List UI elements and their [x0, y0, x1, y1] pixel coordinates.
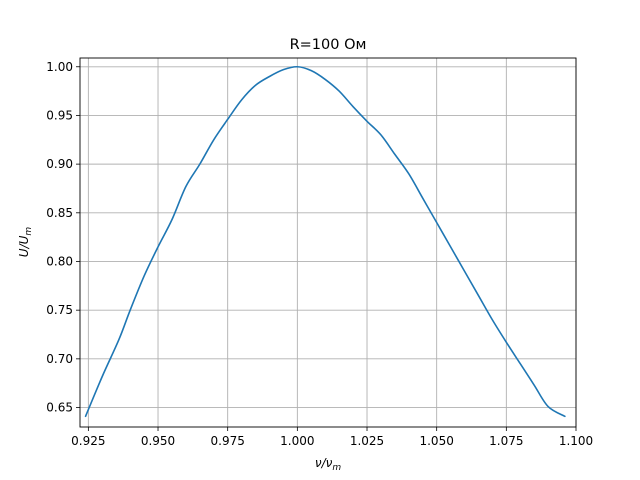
x-tick-label: 0.950	[141, 434, 175, 448]
y-tick-label: 0.85	[46, 206, 73, 220]
y-tick-label: 1.00	[46, 60, 73, 74]
y-axis-label-base: U/U	[17, 235, 31, 257]
y-axis-label: U/Um	[17, 227, 34, 258]
y-tick-label: 0.95	[46, 108, 73, 122]
plot-area	[80, 58, 576, 427]
series-layer	[84, 65, 566, 418]
ticks: 0.925 0.950 0.975 1.000 1.025 1.050 1.075 1.100…	[46, 60, 593, 448]
series-line	[84, 65, 566, 418]
x-axis-label: ν/νm	[315, 456, 341, 473]
x-axis-label-sub: m	[332, 463, 341, 473]
plot-frame	[79, 57, 577, 428]
y-tick-label: 0.75	[46, 303, 73, 317]
x-tick-label: 0.925	[71, 434, 105, 448]
y-axis-label-sub: m	[24, 227, 34, 236]
x-tick-label: 0.975	[211, 434, 245, 448]
chart-title: R=100 Ом	[290, 37, 367, 53]
y-tick-label: 0.70	[46, 352, 73, 366]
x-axis-label-base: ν/ν	[315, 456, 333, 470]
y-tick-label: 0.65	[46, 401, 73, 415]
y-tick-label: 0.90	[46, 157, 73, 171]
y-tick-label: 0.80	[46, 254, 73, 268]
x-tick-label: 1.025	[350, 434, 384, 448]
x-tick-label: 1.000	[280, 434, 314, 448]
x-tick-label: 1.050	[419, 434, 453, 448]
x-tick-label: 1.100	[559, 434, 593, 448]
x-tick-label: 1.075	[489, 434, 523, 448]
